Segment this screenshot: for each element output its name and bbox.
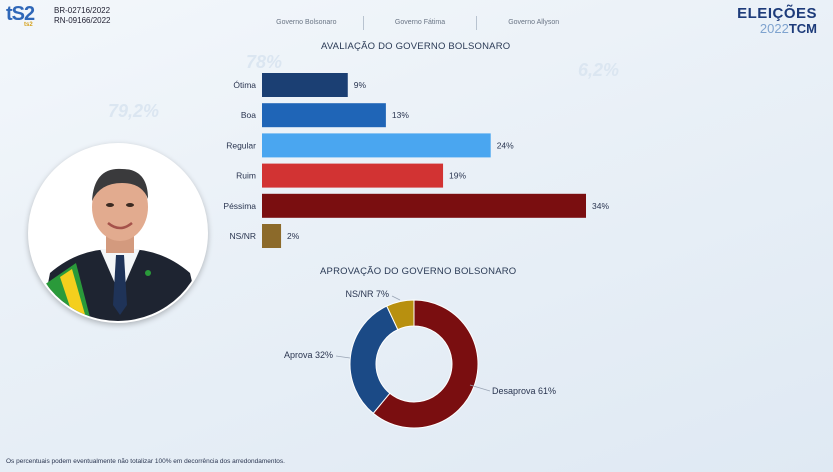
- donut-chart-title: APROVAÇÃO DO GOVERNO BOLSONARO: [320, 266, 517, 277]
- tab-governo-fatima[interactable]: Governo Fátima: [364, 16, 478, 30]
- portrait-illustration: [30, 145, 206, 321]
- ts2-logo: tS2 ts2: [6, 4, 50, 34]
- brand-title: ELEIÇÕES: [737, 5, 817, 22]
- eleicoes-brand: ELEIÇÕES 2022TCM: [737, 6, 817, 36]
- donut-chart: Desaprova 61% Aprova 32% NS/NR 7%: [284, 289, 556, 429]
- registration-1: BR-02716/2022: [54, 6, 111, 15]
- bar-2: [262, 103, 386, 128]
- bar-4: [262, 163, 444, 188]
- donut-leader-line-2: [335, 355, 351, 359]
- donut-slice-label-1: Desaprova 61%: [492, 386, 556, 396]
- bar-1: [262, 73, 348, 97]
- bar-category-label-4: Ruim: [236, 171, 256, 181]
- bar-category-label-6: NS/NR: [230, 231, 256, 241]
- bar-value-label-1: 9%: [354, 80, 367, 90]
- brand-tcm: TCM: [788, 21, 817, 36]
- bar-value-label-2: 13%: [392, 110, 409, 120]
- bar-value-label-5: 34%: [592, 201, 609, 211]
- brand-bottom: 2022TCM: [737, 22, 817, 36]
- bar-value-label-4: 19%: [449, 171, 466, 181]
- logo-text: tS2: [6, 3, 35, 25]
- bar-value-label-6: 2%: [287, 231, 300, 241]
- bar-category-label-2: Boa: [241, 110, 256, 120]
- tab-governo-bolsonaro[interactable]: Governo Bolsonaro: [250, 16, 364, 30]
- bg-number-3: 6,2%: [578, 60, 620, 80]
- tab-governo-allyson[interactable]: Governo Allyson: [508, 19, 560, 26]
- bar-category-label-3: Regular: [226, 140, 256, 150]
- donut-leader-line-1: [469, 384, 491, 392]
- brand-year: 2022: [759, 21, 789, 36]
- bar-5: [262, 193, 586, 218]
- bar-value-label-3: 24%: [497, 140, 514, 150]
- bar-chart: Ótima 9% Boa 13% Regular 24% Ruim 19% Péssima 34%…: [223, 73, 609, 248]
- footnote: Os percentuais podem eventualmente não t…: [6, 458, 285, 465]
- donut-slice-3: [386, 299, 415, 331]
- bg-number-1: 78%: [246, 52, 283, 72]
- bar-3: [262, 133, 491, 158]
- logo-sub: ts2: [24, 22, 33, 28]
- donut-slice-label-2: Aprova 32%: [284, 350, 333, 360]
- donut-slice-1: [372, 299, 479, 429]
- donut-slice-2: [349, 305, 399, 415]
- donut-leader-line-3: [391, 295, 401, 301]
- donut-slice-label-3: NS/NR 7%: [345, 289, 389, 299]
- bar-chart-title: AVALIAÇÃO DO GOVERNO BOLSONARO: [321, 41, 511, 52]
- bg-number-2: 79,2%: [108, 101, 160, 121]
- bar-6: [262, 224, 282, 248]
- registration-2: RN-09166/2022: [54, 16, 111, 25]
- bar-category-label-1: Ótima: [233, 80, 256, 90]
- bar-category-label-5: Péssima: [223, 201, 256, 211]
- government-tabs: Governo Bolsonaro Governo Fátima Governo…: [250, 16, 590, 30]
- registration-numbers: BR-02716/2022 RN-09166/2022: [54, 6, 110, 26]
- portrait-photo: [28, 143, 208, 323]
